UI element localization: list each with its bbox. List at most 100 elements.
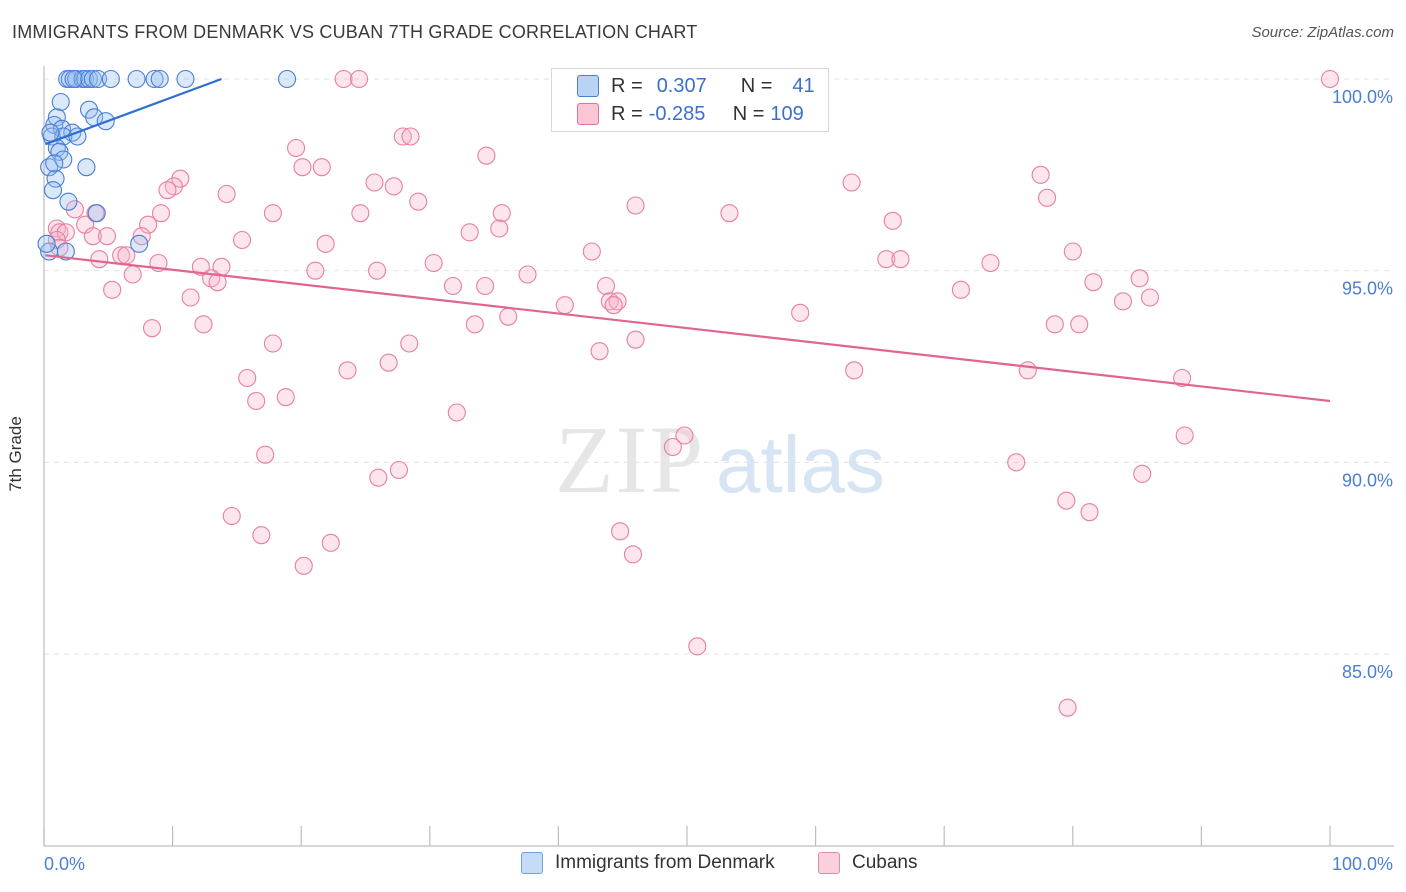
- cuban-point: [256, 445, 275, 464]
- cuban-point: [181, 288, 200, 307]
- cuban-point: [626, 196, 645, 215]
- cuban-point: [1007, 453, 1026, 472]
- legend-n-value-denmark: 41: [792, 74, 815, 97]
- cuban-point: [1320, 69, 1340, 89]
- cuban-point: [247, 391, 266, 411]
- cuban-point: [626, 330, 645, 349]
- cuban-point: [1084, 273, 1103, 292]
- series-legend-denmark: Immigrants from Denmark: [521, 852, 775, 874]
- cuban-point: [981, 253, 1000, 273]
- series-label-cubans: Cubans: [852, 852, 918, 873]
- cuban-point: [424, 253, 443, 273]
- cuban-point: [276, 388, 295, 407]
- denmark-point: [37, 234, 56, 253]
- cuban-point: [97, 227, 117, 246]
- cuban-point: [1173, 368, 1192, 388]
- cuban-point: [208, 273, 227, 292]
- legend-n-value-cubans: 109: [770, 102, 804, 125]
- cuban-point: [350, 69, 369, 89]
- cuban-point: [1080, 503, 1099, 522]
- cuban-point: [142, 319, 162, 338]
- cuban-point: [384, 177, 403, 196]
- cuban-point: [447, 403, 466, 422]
- y-tick-label: 85.0%: [1342, 662, 1393, 682]
- denmark-point: [60, 69, 79, 89]
- watermark-zip: ZIP: [555, 406, 705, 513]
- series-label-denmark: Immigrants from Denmark: [555, 852, 775, 873]
- denmark-point: [45, 154, 64, 173]
- series-legend: Immigrants from Denmark Cubans: [0, 852, 1406, 878]
- cuban-point: [1045, 315, 1064, 334]
- cuban-point: [334, 69, 353, 89]
- cuban-point: [663, 437, 682, 457]
- cuban-point: [443, 276, 462, 296]
- cuban-point: [379, 353, 398, 372]
- chart-title: IMMIGRANTS FROM DENMARK VS CUBAN 7TH GRA…: [12, 22, 698, 42]
- cuban-point: [316, 234, 335, 253]
- cuban-point: [476, 276, 495, 296]
- y-tick-label: 90.0%: [1342, 470, 1393, 490]
- cuban-point: [460, 223, 479, 242]
- denmark-point: [64, 69, 83, 89]
- cuban-point: [321, 533, 340, 552]
- cuban-point: [158, 181, 177, 200]
- cuban-point: [596, 276, 616, 296]
- series-swatch-cubans: [818, 852, 840, 874]
- cuban-point: [368, 261, 387, 280]
- cuban-point: [845, 361, 864, 380]
- cuban-point: [1031, 165, 1050, 184]
- denmark-point: [278, 69, 297, 89]
- cuban-point: [194, 315, 213, 334]
- cuban-point: [191, 257, 210, 276]
- cuban-point: [83, 227, 102, 246]
- cuban-point: [287, 138, 306, 158]
- denmark-point: [83, 69, 102, 89]
- legend-row-denmark: R = 0.307 N = 41: [552, 72, 815, 100]
- cuban-point: [369, 468, 388, 487]
- denmark-point: [46, 169, 65, 188]
- denmark-point: [145, 69, 164, 89]
- cuban-point: [582, 242, 601, 261]
- cuban-point: [877, 250, 896, 269]
- cuban-point: [1057, 491, 1076, 510]
- cuban-point: [623, 545, 643, 564]
- cuban-point: [1130, 269, 1149, 288]
- cuban-point: [312, 158, 331, 177]
- denmark-point: [130, 234, 149, 253]
- cuban-point: [1018, 361, 1037, 380]
- cuban-point: [688, 637, 707, 656]
- denmark-point: [43, 181, 63, 200]
- cuban-point: [604, 296, 623, 315]
- cuban-point: [1063, 242, 1082, 261]
- legend-n-label: N =: [740, 74, 773, 97]
- cuban-point: [263, 204, 282, 223]
- cuban-point: [222, 506, 241, 526]
- cuban-point: [103, 280, 122, 299]
- cuban-point: [294, 556, 313, 575]
- cuban-point: [883, 211, 902, 230]
- cuban-point: [842, 173, 861, 192]
- cuban-point: [1175, 426, 1194, 445]
- cuban-point: [1140, 288, 1160, 307]
- source-label: Source: ZipAtlas.com: [1251, 24, 1394, 41]
- cuban-point: [492, 204, 511, 223]
- denmark-point: [150, 69, 169, 89]
- cuban-point: [518, 265, 537, 284]
- denmark-point: [54, 150, 73, 169]
- cuban-trend-line: [45, 254, 1331, 403]
- cuban-point: [499, 307, 518, 326]
- cuban-point: [217, 184, 236, 204]
- denmark-point: [101, 69, 120, 89]
- y-tick-label: 95.0%: [1342, 279, 1393, 299]
- cuban-point: [338, 361, 357, 380]
- cuban-point: [1113, 292, 1133, 311]
- cuban-point: [465, 315, 484, 334]
- denmark-point: [51, 92, 70, 112]
- cuban-point: [400, 334, 419, 353]
- cuban-point: [365, 173, 384, 192]
- cuban-point: [555, 296, 574, 315]
- watermark-atlas: atlas: [716, 420, 885, 509]
- cuban-point: [611, 522, 630, 541]
- cuban-point: [720, 204, 739, 223]
